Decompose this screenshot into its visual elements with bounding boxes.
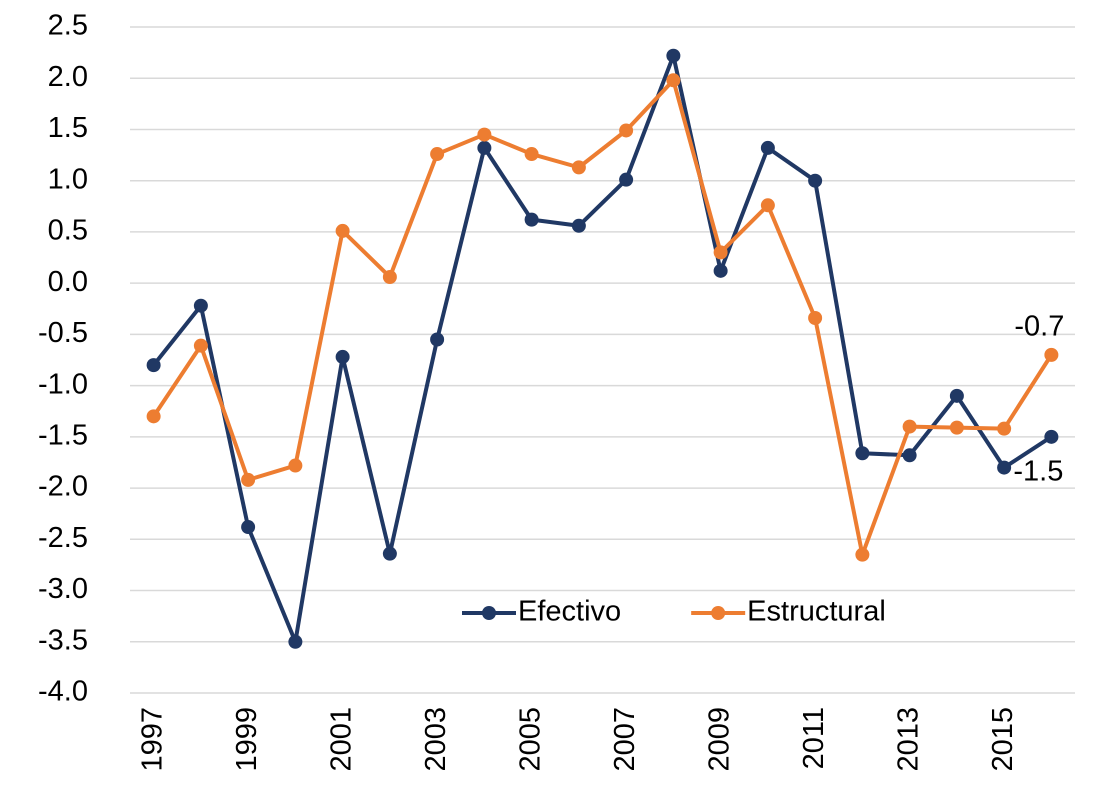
- point: [997, 460, 1012, 475]
- point: [288, 634, 303, 649]
- point: [949, 420, 964, 435]
- point: [524, 212, 539, 227]
- y-tick-label: 0.0: [48, 266, 88, 298]
- point: [855, 547, 870, 562]
- y-tick-label: -2.5: [38, 522, 88, 554]
- point: [241, 472, 256, 487]
- x-tick-label: 2013: [892, 707, 924, 772]
- point: [430, 332, 445, 347]
- y-tick-label: 0.5: [48, 215, 88, 247]
- point: [666, 48, 681, 63]
- point: [335, 349, 350, 364]
- x-tick-label: 2007: [609, 707, 641, 772]
- x-tick-label: 1997: [136, 707, 168, 772]
- point: [382, 270, 397, 285]
- point: [808, 310, 823, 325]
- point: [1044, 429, 1059, 444]
- point: [713, 263, 728, 278]
- point: [713, 245, 728, 260]
- y-tick-label: 1.5: [48, 112, 88, 144]
- point: [193, 338, 208, 353]
- legend-marker: [482, 606, 496, 620]
- x-tick-label: 2001: [325, 707, 357, 772]
- x-tick-label: 1999: [231, 707, 263, 772]
- y-tick-label: -1.5: [38, 420, 88, 452]
- point: [808, 173, 823, 188]
- data-label: -0.7: [1014, 311, 1064, 343]
- point: [146, 358, 161, 373]
- legend-label: Estructural: [747, 596, 886, 628]
- legend-marker: [711, 606, 726, 620]
- y-tick-label: -3.5: [38, 624, 88, 656]
- y-tick-label: -2.0: [38, 471, 88, 503]
- point: [477, 127, 492, 142]
- point: [146, 409, 161, 424]
- point: [902, 419, 917, 434]
- point: [1044, 347, 1059, 362]
- point: [571, 160, 586, 175]
- data-label: -1.5: [1013, 456, 1063, 488]
- point: [949, 388, 964, 403]
- point: [335, 223, 350, 238]
- point: [760, 140, 775, 155]
- legend-label: Efectivo: [518, 596, 621, 628]
- y-tick-label: -1.0: [38, 368, 88, 400]
- series-line: [152, 53, 1053, 644]
- point: [855, 446, 870, 461]
- x-tick-label: 2003: [420, 707, 452, 772]
- y-tick-label: -4.0: [38, 676, 88, 708]
- y-tick-label: 2.5: [48, 10, 88, 42]
- point: [430, 147, 445, 162]
- series-line: [151, 78, 1054, 557]
- point: [571, 218, 586, 233]
- y-tick-label: -3.0: [38, 573, 88, 605]
- point: [193, 298, 208, 313]
- point: [288, 458, 303, 473]
- x-tick-label: 2011: [798, 707, 830, 769]
- point: [241, 520, 256, 535]
- point: [524, 147, 539, 162]
- point: [382, 546, 397, 561]
- point: [666, 73, 681, 88]
- x-tick-label: 2005: [514, 707, 546, 772]
- point: [760, 198, 775, 213]
- point: [902, 448, 917, 463]
- point: [477, 140, 492, 155]
- y-tick-label: 1.0: [48, 163, 88, 195]
- y-tick-label: 2.0: [48, 61, 88, 93]
- point: [997, 421, 1012, 436]
- y-tick-label: -0.5: [38, 317, 88, 349]
- point: [619, 123, 634, 138]
- x-tick-label: 2009: [703, 707, 735, 772]
- point: [619, 172, 634, 187]
- x-tick-label: 2015: [987, 707, 1019, 772]
